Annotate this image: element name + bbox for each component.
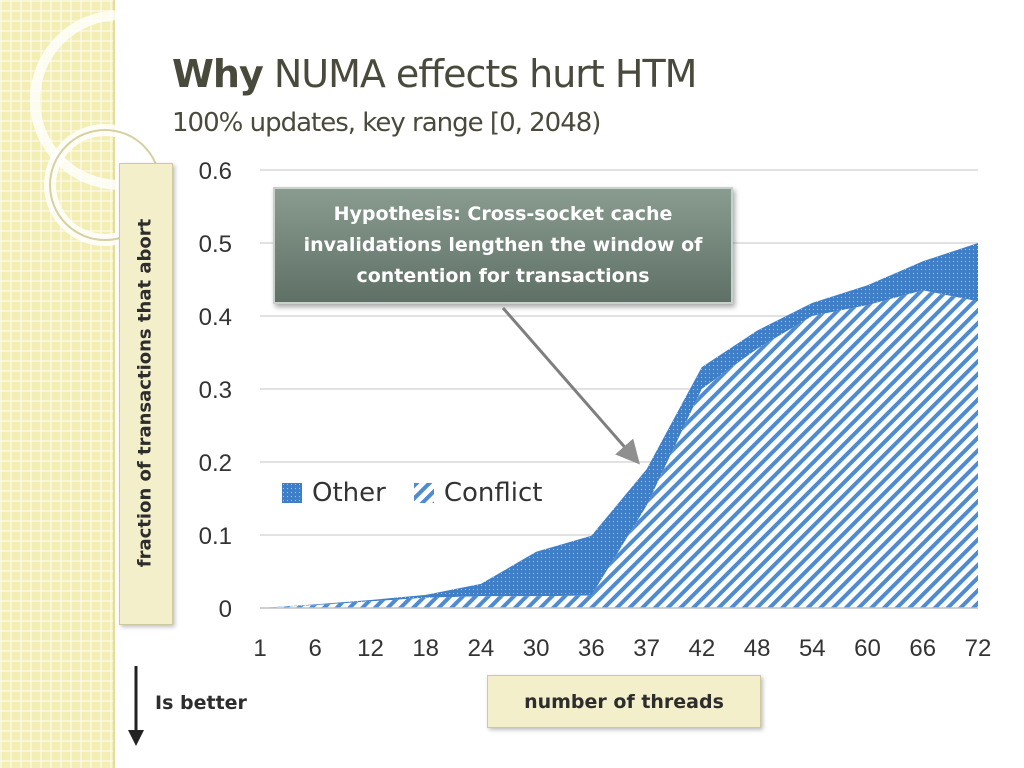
legend-swatch-other bbox=[282, 483, 302, 503]
x-tick-label: 6 bbox=[309, 635, 322, 662]
x-tick-label: 18 bbox=[412, 635, 439, 662]
y-tick-label: 0.2 bbox=[199, 450, 232, 477]
y-axis-label-box bbox=[119, 163, 173, 625]
y-tick-label: 0.1 bbox=[199, 523, 232, 550]
y-tick-label: 0.4 bbox=[199, 304, 232, 331]
x-tick-label: 48 bbox=[744, 635, 771, 662]
x-tick-label: 24 bbox=[468, 635, 495, 662]
x-tick-label: 60 bbox=[854, 635, 881, 662]
is-better-label: Is better bbox=[155, 692, 247, 714]
y-tick-label: 0.6 bbox=[199, 158, 232, 185]
sidebar-edge bbox=[113, 0, 115, 768]
x-tick-label: 66 bbox=[909, 635, 936, 662]
legend-label-conflict: Conflict bbox=[443, 478, 543, 508]
x-axis-label-box: number of threads bbox=[487, 675, 761, 728]
x-tick-label: 37 bbox=[633, 635, 660, 662]
title-rest: NUMA effects hurt HTM bbox=[262, 52, 698, 96]
hypothesis-text: Hypothesis: Cross-socket cache invalidat… bbox=[303, 203, 703, 287]
x-tick-label: 54 bbox=[799, 635, 826, 662]
slide-subtitle: 100% updates, key range [0, 2048) bbox=[172, 108, 601, 138]
x-tick-label: 12 bbox=[357, 635, 384, 662]
hypothesis-callout: Hypothesis: Cross-socket cache invalidat… bbox=[273, 187, 733, 304]
y-tick-label: 0.3 bbox=[199, 377, 232, 404]
y-tick-label: 0.5 bbox=[199, 231, 232, 258]
area-other bbox=[260, 243, 978, 608]
x-axis-label: number of threads bbox=[524, 690, 724, 713]
down-arrow-icon bbox=[128, 666, 144, 746]
chart-legend: Other Conflict bbox=[282, 478, 570, 508]
y-tick-label: 0 bbox=[219, 596, 232, 623]
legend-swatch-conflict bbox=[413, 483, 434, 503]
slide-title: Why NUMA effects hurt HTM bbox=[172, 52, 698, 96]
legend-label-other: Other bbox=[312, 478, 386, 508]
x-tick-label: 30 bbox=[523, 635, 550, 662]
area-conflict bbox=[260, 290, 978, 608]
x-tick-label: 42 bbox=[688, 635, 715, 662]
x-tick-label: 1 bbox=[253, 635, 266, 662]
x-tick-label: 72 bbox=[965, 635, 992, 662]
x-tick-label: 36 bbox=[578, 635, 605, 662]
title-bold: Why bbox=[172, 52, 264, 96]
